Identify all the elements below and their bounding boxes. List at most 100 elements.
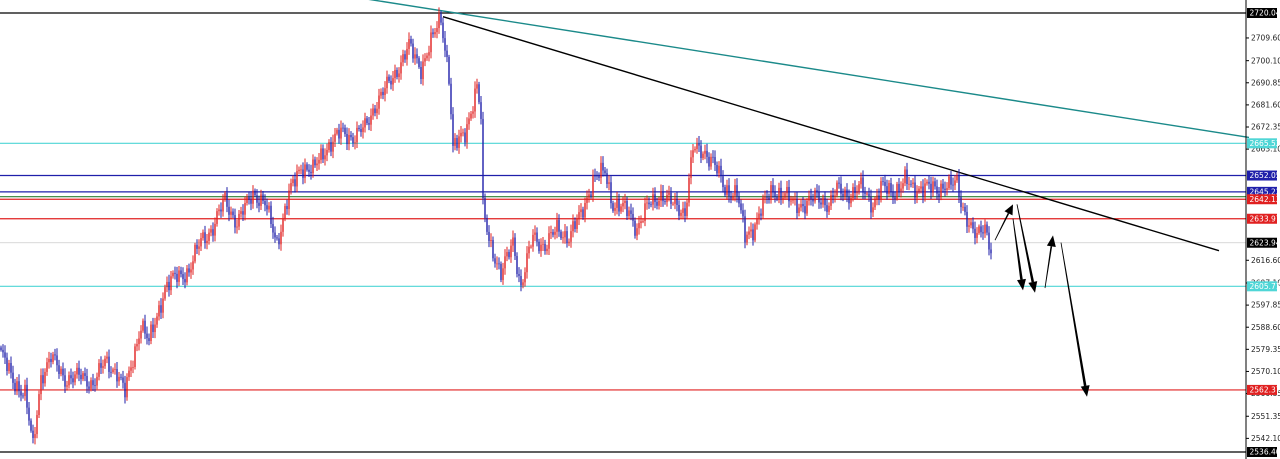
candle-body [236,226,238,228]
candle-body [940,183,942,198]
candle-body [752,229,754,241]
candle-body [278,238,280,245]
candle-body [794,199,796,201]
candle-body [196,244,198,249]
candle-body [6,357,8,371]
candle-body [228,206,230,215]
candle-body [470,113,472,119]
candle-body [468,118,470,125]
projection-arrow-shaft-2 [1016,204,1035,283]
candle-body [622,202,624,207]
candle-body [662,191,664,202]
candle-body [734,185,736,196]
candle-body [158,305,160,317]
candle-body [730,196,732,199]
price-tag [1247,138,1277,149]
candle-body [516,256,518,274]
candle-body [864,192,866,194]
candle-body [578,212,580,219]
candle-body [726,185,728,195]
candle-body [488,231,490,242]
candle-body [210,229,212,233]
candle-body [964,206,966,212]
tick-label: 2690.85 [1251,78,1280,87]
candle-body [350,135,352,138]
candle-body [778,187,780,199]
tick-label: 2681.60 [1251,100,1280,109]
candle-body [176,273,178,282]
candle-body [178,270,180,282]
candle-body [284,206,286,219]
tick-label: 2709.60 [1251,34,1280,43]
candle-body [482,118,484,199]
candle-body [54,354,56,356]
candle-body [920,186,922,189]
candle-body [222,200,224,212]
tick-label: 2542.10 [1251,434,1280,443]
candle-body [522,282,524,286]
candle-body [162,298,164,313]
candle-body [750,229,752,232]
candle-body [226,193,228,207]
candle-body [664,201,666,203]
candle-body [322,148,324,160]
candle-body [628,210,630,217]
candle-body [44,371,46,384]
candle-body [980,226,982,233]
candle-body [238,213,240,227]
candle-body [192,261,194,270]
candle-body [204,232,206,244]
candle-body [756,218,758,225]
tick-label: 2663.10 [1251,145,1280,154]
candle-body [910,183,912,185]
candle-body [666,194,668,203]
candle-body [686,202,688,217]
candle-body [876,195,878,200]
candle-body [974,228,976,238]
candle-body [896,183,898,199]
candle-body [760,213,762,216]
candle-body [38,394,40,416]
projection-arrow-head-3 [1046,235,1056,247]
candle-body [266,205,268,210]
candle-body [790,200,792,202]
price-tag-label: 2652.05 [1250,171,1280,180]
candle-body [568,241,570,244]
candle-body [72,378,74,383]
candle-body [608,182,610,184]
candle-body [832,194,834,197]
candle-body [884,181,886,187]
candle-body [624,200,626,203]
candle-body [52,354,54,362]
candle-body [58,365,60,375]
candle-body [396,70,398,77]
candle-body [116,369,118,382]
candle-body [654,194,656,202]
candle-body [214,223,216,236]
candle-body [762,197,764,216]
price-tag [1247,170,1277,181]
candle-body [580,209,582,213]
candle-body [458,136,460,148]
price-tag-label: 2720.04 [1250,9,1280,18]
candle-body [398,73,400,77]
candle-body [710,156,712,167]
candle-body [770,185,772,200]
candle-body [254,190,256,196]
candle-body [40,375,42,395]
candle-body [830,194,832,206]
candle-body [846,189,848,197]
candle-body [962,206,964,208]
candle-body [304,164,306,178]
candle-body [12,372,14,383]
candle-body [200,238,202,247]
candle-body [882,181,884,182]
price-tag-label: 2536.40 [1250,448,1280,457]
tick-label: 2588.60 [1251,323,1280,332]
candle-body [504,256,506,269]
candle-body [970,222,972,226]
candle-body [326,149,328,156]
candle-body [566,231,568,244]
candle-body [858,184,860,192]
candle-body [112,369,114,373]
